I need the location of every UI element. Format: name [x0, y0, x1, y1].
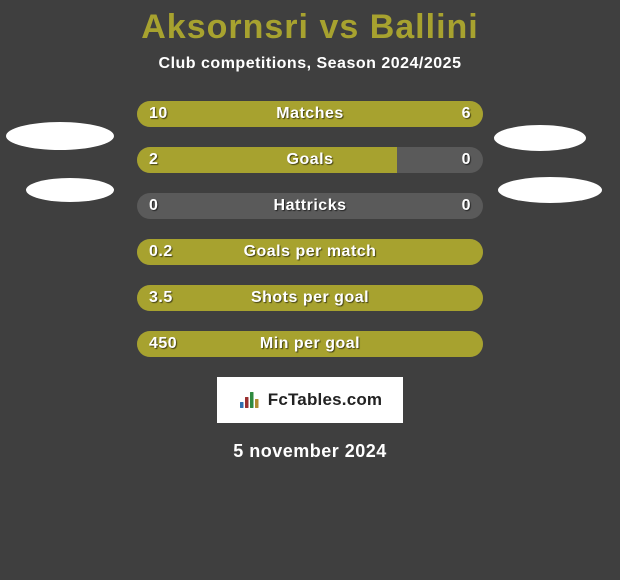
- logo-text: FcTables.com: [268, 390, 383, 410]
- stat-value-left: 3.5: [149, 285, 173, 311]
- stat-value-left: 0: [149, 193, 158, 219]
- page-title: Aksornsri vs Ballini: [0, 8, 620, 47]
- stat-value-left: 2: [149, 147, 158, 173]
- date-text: 5 november 2024: [0, 441, 620, 462]
- stat-name: Matches: [276, 101, 344, 127]
- stat-name: Goals per match: [244, 239, 377, 265]
- stat-value-right: 0: [462, 147, 471, 173]
- stat-name: Shots per goal: [251, 285, 369, 311]
- avatar-ellipse: [498, 177, 602, 203]
- logo-icon: [238, 390, 262, 410]
- stat-name: Min per goal: [260, 331, 360, 357]
- stat-bar: 450 Min per goal: [137, 331, 483, 357]
- stat-value-right: 0: [462, 193, 471, 219]
- player-a-name: Aksornsri: [141, 8, 309, 46]
- logo-box: FcTables.com: [217, 377, 403, 423]
- stat-bar: 0 Hattricks 0: [137, 193, 483, 219]
- subtitle: Club competitions, Season 2024/2025: [0, 55, 620, 73]
- player-b-name: Ballini: [370, 8, 479, 46]
- stat-bar: 10 Matches 6: [137, 101, 483, 127]
- stat-value-right: 6: [462, 101, 471, 127]
- avatar-ellipse: [494, 125, 586, 151]
- stat-bar: 0.2 Goals per match: [137, 239, 483, 265]
- bar-fill-left: [137, 147, 397, 173]
- stat-bar: 3.5 Shots per goal: [137, 285, 483, 311]
- stat-bar: 2 Goals 0: [137, 147, 483, 173]
- avatar-ellipse: [6, 122, 114, 150]
- stat-value-left: 10: [149, 101, 168, 127]
- vs-separator: vs: [319, 8, 359, 46]
- infographic: Aksornsri vs Ballini Club competitions, …: [0, 0, 620, 580]
- stat-value-left: 0.2: [149, 239, 173, 265]
- stats-bars: 10 Matches 6 2 Goals 0 0 Hattricks 0 0.2 Goals per…: [137, 101, 483, 357]
- stat-value-left: 450: [149, 331, 177, 357]
- stat-name: Goals: [287, 147, 334, 173]
- stat-name: Hattricks: [274, 193, 347, 219]
- avatar-ellipse: [26, 178, 114, 202]
